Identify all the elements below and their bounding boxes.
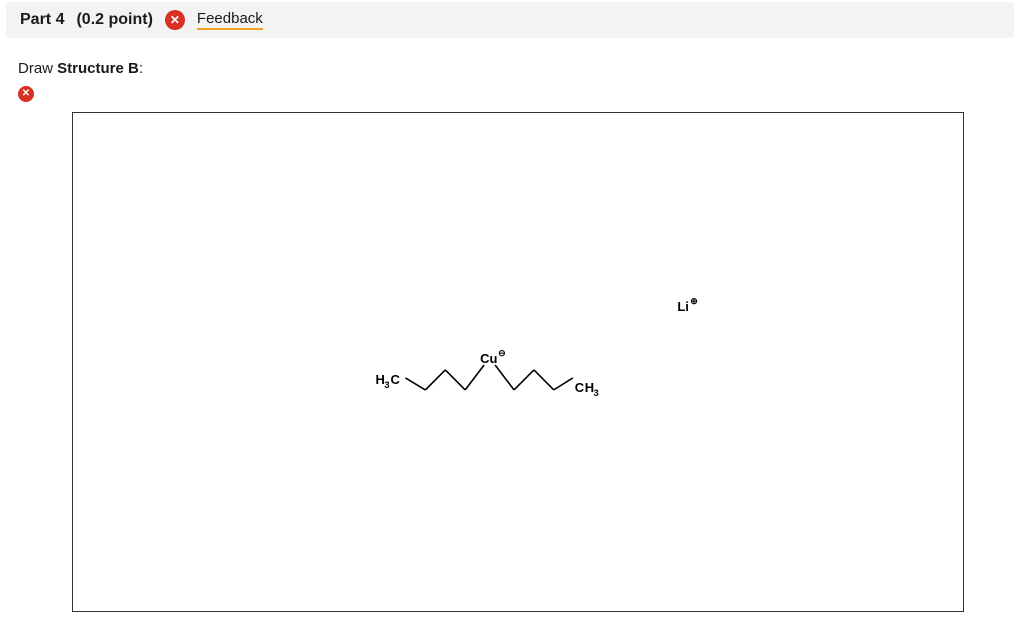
atom-labels-group: H3CCu⊖CH3Li⊕ bbox=[376, 296, 698, 398]
svg-text:⊖: ⊖ bbox=[498, 348, 506, 358]
svg-text:C: C bbox=[575, 380, 584, 395]
incorrect-icon-small: ✕ bbox=[18, 86, 34, 102]
svg-text:C: C bbox=[391, 372, 400, 387]
prompt-prefix: Draw bbox=[18, 60, 57, 77]
incorrect-icon: ✕ bbox=[165, 10, 185, 30]
part-header: Part 4 (0.2 point) ✕ Feedback bbox=[6, 2, 1014, 38]
status-icon-row: ✕ bbox=[0, 81, 1024, 108]
feedback-link[interactable]: Feedback bbox=[197, 10, 263, 30]
svg-text:3: 3 bbox=[385, 380, 390, 390]
points-label: (0.2 point) bbox=[76, 11, 152, 29]
prompt-suffix: : bbox=[139, 60, 143, 77]
molecule-svg: H3CCu⊖CH3Li⊕ bbox=[73, 113, 963, 611]
part-label: Part 4 bbox=[20, 11, 64, 29]
prompt-text: Draw Structure B: bbox=[0, 38, 1024, 81]
svg-text:Li: Li bbox=[677, 299, 689, 314]
svg-text:H: H bbox=[376, 372, 385, 387]
prompt-bold: Structure B bbox=[57, 60, 139, 77]
svg-text:3: 3 bbox=[594, 388, 599, 398]
bonds-group bbox=[405, 365, 572, 390]
svg-text:Cu: Cu bbox=[480, 351, 497, 366]
svg-text:⊕: ⊕ bbox=[690, 296, 698, 306]
svg-text:H: H bbox=[585, 380, 594, 395]
structure-canvas[interactable]: H3CCu⊖CH3Li⊕ bbox=[72, 112, 964, 612]
